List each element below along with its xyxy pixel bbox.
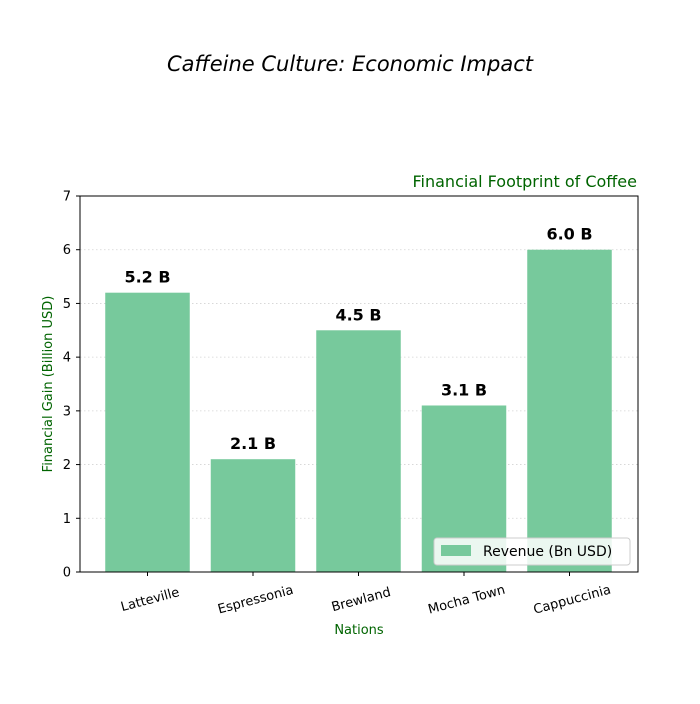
y-tick-label: 3 [63,404,71,419]
y-tick-label: 6 [63,243,71,258]
bar [105,292,190,572]
bar [527,249,612,572]
x-tick-label: Cappuccinia [532,583,613,618]
y-tick-label: 0 [63,566,71,581]
data-label: 6.0 B [546,225,592,244]
bar [210,459,296,572]
y-axis-ticks: 0 1 2 3 4 5 6 7 [63,190,80,581]
y-axis-label: Financial Gain (Billion USD) [41,296,56,473]
x-axis-label: Nations [334,623,384,638]
y-tick-label: 1 [63,512,71,527]
bars [105,249,612,572]
figure-title: Caffeine Culture: Economic Impact [167,52,533,76]
data-label: 2.1 B [230,434,276,453]
y-tick-label: 4 [63,351,71,366]
x-tick-label: Mocha Town [427,583,507,618]
bar [316,330,401,572]
x-tick-label: Brewland [330,585,393,615]
data-label: 3.1 B [441,380,487,399]
data-labels: 5.2 B 2.1 B 4.5 B 3.1 B 6.0 B [124,225,592,453]
y-tick-label: 2 [63,458,71,473]
x-tick-label: Latteville [119,585,181,615]
data-label: 5.2 B [124,268,170,287]
legend-swatch [441,545,471,556]
y-tick-label: 5 [63,297,71,312]
legend: Revenue (Bn USD) [433,537,631,566]
y-tick-label: 7 [63,190,71,205]
legend-label: Revenue (Bn USD) [483,544,612,560]
legend-box [433,537,631,566]
x-tick-label: Espressonia [216,583,295,618]
data-label: 4.5 B [335,305,381,324]
x-axis-ticks: Latteville Espressonia Brewland Mocha Town C… [119,572,613,618]
axes-title: Financial Footprint of Coffee [413,172,638,191]
